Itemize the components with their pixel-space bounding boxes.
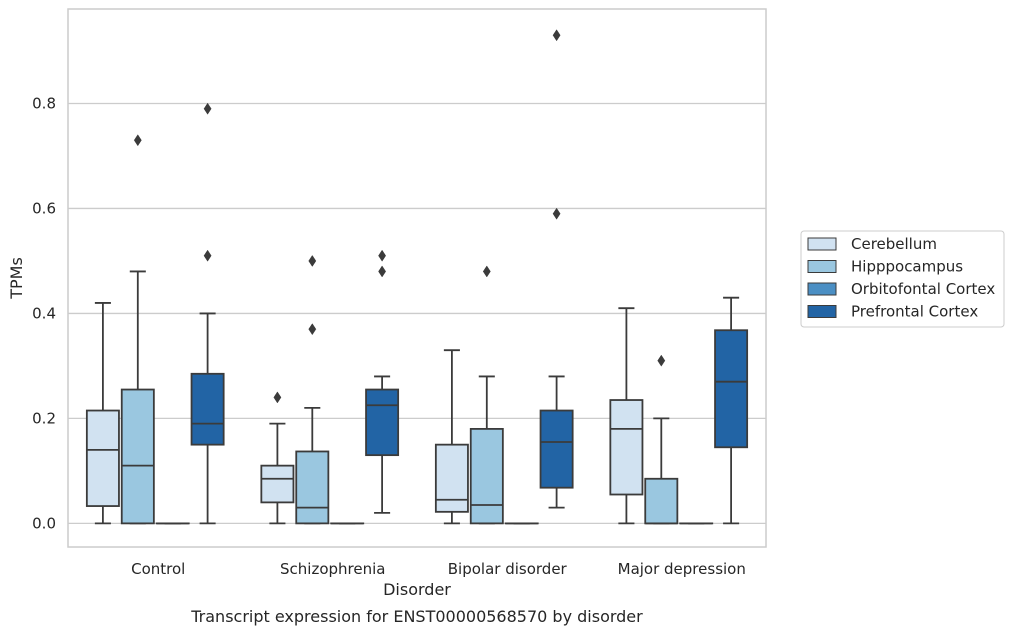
legend-swatch bbox=[807, 260, 837, 273]
outlier-point bbox=[203, 249, 212, 262]
outlier-point bbox=[552, 29, 561, 42]
box-group bbox=[714, 296, 749, 525]
box bbox=[120, 388, 155, 525]
box bbox=[539, 409, 574, 489]
box-group bbox=[609, 307, 644, 525]
x-tick-label: Control bbox=[131, 560, 185, 578]
x-tick-labels: Control Schizophrenia Bipolar disorder Majo… bbox=[131, 560, 746, 578]
box bbox=[190, 372, 225, 446]
box-group bbox=[85, 302, 120, 525]
outlier-point bbox=[657, 354, 666, 367]
box-group bbox=[469, 265, 504, 525]
box bbox=[365, 388, 400, 457]
legend-frame bbox=[800, 230, 1005, 328]
x-axis-label: Disorder bbox=[383, 580, 451, 599]
outlier-point bbox=[308, 323, 317, 336]
box-group bbox=[295, 254, 330, 525]
box bbox=[85, 409, 120, 507]
y-tick-label: 0.0 bbox=[32, 514, 56, 532]
box bbox=[609, 399, 644, 496]
plot-area bbox=[67, 8, 767, 548]
box-group bbox=[365, 249, 400, 514]
box-group bbox=[260, 391, 295, 525]
box bbox=[434, 443, 469, 513]
legend-swatch bbox=[807, 305, 837, 318]
box bbox=[295, 450, 330, 525]
outlier-point bbox=[133, 134, 142, 147]
outlier-point bbox=[203, 102, 212, 115]
chart-caption: Transcript expression for ENST0000056857… bbox=[190, 607, 643, 626]
box-group bbox=[120, 134, 155, 525]
outlier-point bbox=[378, 249, 386, 262]
boxes-layer bbox=[85, 29, 749, 525]
y-tick-label: 0.8 bbox=[32, 94, 56, 112]
outlier-point bbox=[482, 265, 491, 278]
outlier-point bbox=[273, 391, 282, 404]
box bbox=[260, 464, 295, 504]
y-tick-label: 0.2 bbox=[32, 409, 56, 427]
y-tick-label: 0.4 bbox=[32, 304, 56, 322]
legend-label: Hipppocampus bbox=[851, 258, 963, 276]
legend-label: Orbitofontal Cortex bbox=[851, 280, 995, 298]
outlier-point bbox=[308, 254, 317, 267]
y-tick-labels: 0.0 0.2 0.4 0.6 0.8 bbox=[32, 94, 56, 532]
box-group bbox=[434, 349, 469, 525]
box bbox=[714, 329, 749, 449]
legend-label: Cerebellum bbox=[851, 235, 937, 253]
legend-swatch bbox=[807, 282, 837, 296]
box-group bbox=[644, 354, 679, 525]
box-group bbox=[539, 29, 574, 509]
box-group bbox=[190, 102, 225, 525]
box bbox=[644, 477, 679, 525]
y-axis-label: TPMs bbox=[7, 257, 26, 300]
x-tick-label: Bipolar disorder bbox=[448, 560, 568, 578]
y-tick-label: 0.6 bbox=[32, 199, 56, 217]
outlier-point bbox=[552, 207, 561, 220]
box bbox=[469, 428, 504, 525]
x-tick-label: Schizophrenia bbox=[280, 560, 385, 578]
outlier-point bbox=[378, 265, 386, 278]
legend: Cerebellum Hipppocampus Orbitofontal Corte… bbox=[800, 230, 1005, 328]
legend-swatch bbox=[807, 237, 837, 251]
legend-label: Prefrontal Cortex bbox=[851, 303, 978, 321]
x-tick-label: Major depression bbox=[618, 560, 746, 578]
